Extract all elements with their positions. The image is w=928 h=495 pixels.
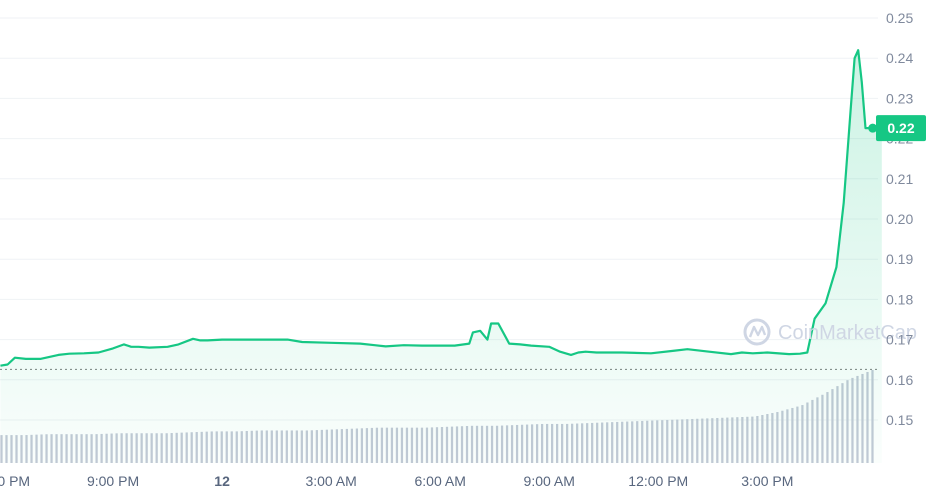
- y-tick-label: 0.18: [886, 291, 913, 307]
- y-tick-label: 0.20: [886, 211, 913, 227]
- coinmarketcap-logo-icon: [743, 318, 771, 346]
- x-tick-label: 3:00 PM: [741, 473, 793, 489]
- current-price-badge-bg: [876, 115, 926, 142]
- x-tick-label: 6:00 AM: [414, 473, 465, 489]
- watermark-text: CoinMarketCap: [778, 322, 917, 344]
- price-area-fill: [0, 50, 882, 463]
- x-tick-label: 3:00 AM: [305, 473, 356, 489]
- y-tick-label: 0.23: [886, 90, 913, 106]
- y-tick-label: 0.24: [886, 50, 913, 66]
- y-tick-label: 0.15: [886, 412, 913, 428]
- y-axis: 0.25 0.24 0.23 0.22 0.21 0.20 0.19 0.18 0.17 0.16…: [886, 10, 913, 428]
- x-tick-label: 12: [214, 473, 230, 489]
- current-price-label: 0.22: [887, 120, 914, 136]
- price-line: [0, 49, 882, 367]
- x-axis: 6:00 PM 9:00 PM 12 3:00 AM 6:00 AM 9:00 AM 12:…: [0, 473, 793, 489]
- current-price-badge: 0.22: [876, 115, 926, 142]
- last-price-point: [868, 123, 878, 133]
- x-tick-label: 9:00 AM: [524, 473, 575, 489]
- y-tick-label: 0.16: [886, 372, 913, 388]
- y-tick-label: 0.21: [886, 171, 913, 187]
- y-tick-label: 0.19: [886, 251, 913, 267]
- coinmarketcap-watermark: CoinMarketCap: [743, 318, 917, 346]
- x-tick-label: 9:00 PM: [87, 473, 139, 489]
- y-tick-label: 0.17: [886, 332, 913, 348]
- x-tick-label: 6:00 PM: [0, 473, 30, 489]
- y-tick-label: 0.25: [886, 10, 913, 26]
- x-tick-label: 12:00 PM: [628, 473, 688, 489]
